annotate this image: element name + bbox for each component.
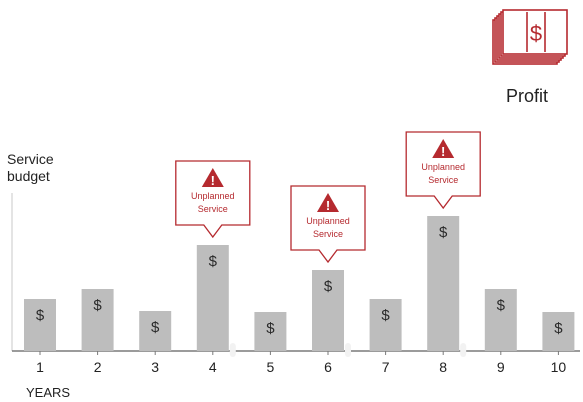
warning-mark: ! <box>326 198 330 213</box>
bar-10 <box>542 312 575 351</box>
bar-2 <box>81 289 114 351</box>
callout-text-line: Service <box>198 204 228 214</box>
bar-symbol-4: $ <box>209 253 218 270</box>
x-axis-title: YEARS <box>26 385 71 400</box>
warning-icon <box>317 193 339 212</box>
bar-4 <box>196 245 229 351</box>
x-tick-label-6: 6 <box>324 359 332 375</box>
x-tick-label-10: 10 <box>551 359 567 375</box>
callout-4: ! Unplanned Service <box>175 160 251 239</box>
callout-text-line: Service <box>313 229 343 239</box>
x-tick-label-9: 9 <box>497 359 505 375</box>
bill <box>502 9 568 55</box>
profit-symbol: $ <box>530 21 542 46</box>
bar-9 <box>484 289 517 351</box>
bar-8 <box>427 216 460 351</box>
profit-label: Profit <box>506 86 549 106</box>
bar-symbol-5: $ <box>266 320 275 337</box>
bar-symbol-2: $ <box>93 297 102 314</box>
bar-3 <box>139 311 172 351</box>
money-stack-icon: $ <box>492 9 568 65</box>
x-tick-label-1: 1 <box>36 359 44 375</box>
bar-5 <box>254 312 287 351</box>
warning-mark: ! <box>211 173 215 188</box>
x-tick-label-2: 2 <box>94 359 102 375</box>
x-tick-label-5: 5 <box>267 359 275 375</box>
axis-gap-6 <box>345 343 351 357</box>
callout-6: ! Unplanned Service <box>290 185 366 264</box>
callout-text-line: Unplanned <box>421 162 465 172</box>
x-tick-label-4: 4 <box>209 359 217 375</box>
bar-symbol-6: $ <box>324 278 333 295</box>
callout-box <box>290 185 366 264</box>
callout-box <box>175 160 251 239</box>
bar-symbol-1: $ <box>36 307 45 324</box>
callout-8: ! Unplanned Service <box>405 131 481 210</box>
bar-symbol-10: $ <box>554 320 563 337</box>
axis-gap-8 <box>460 343 467 357</box>
bar-symbol-7: $ <box>381 307 390 324</box>
axis-gap-4 <box>229 343 236 357</box>
warning-icon <box>201 168 224 187</box>
x-tick-label-8: 8 <box>439 359 447 375</box>
warning-mark: ! <box>441 144 445 159</box>
callout-text-line: Unplanned <box>306 216 350 226</box>
bar-7 <box>369 299 402 351</box>
callout-text-line: Service <box>428 175 458 185</box>
bar-6 <box>312 270 344 351</box>
x-tick-label-3: 3 <box>151 359 159 375</box>
bar-1 <box>24 299 56 351</box>
bar-symbol-3: $ <box>151 319 160 336</box>
bar-symbol-9: $ <box>497 297 506 314</box>
warning-icon <box>432 139 455 158</box>
callout-text-line: Unplanned <box>191 191 235 201</box>
callout-box <box>405 131 481 210</box>
x-tick-label-7: 7 <box>382 359 390 375</box>
y-axis-label: Service budget <box>7 151 54 184</box>
bar-symbol-8: $ <box>439 224 448 241</box>
